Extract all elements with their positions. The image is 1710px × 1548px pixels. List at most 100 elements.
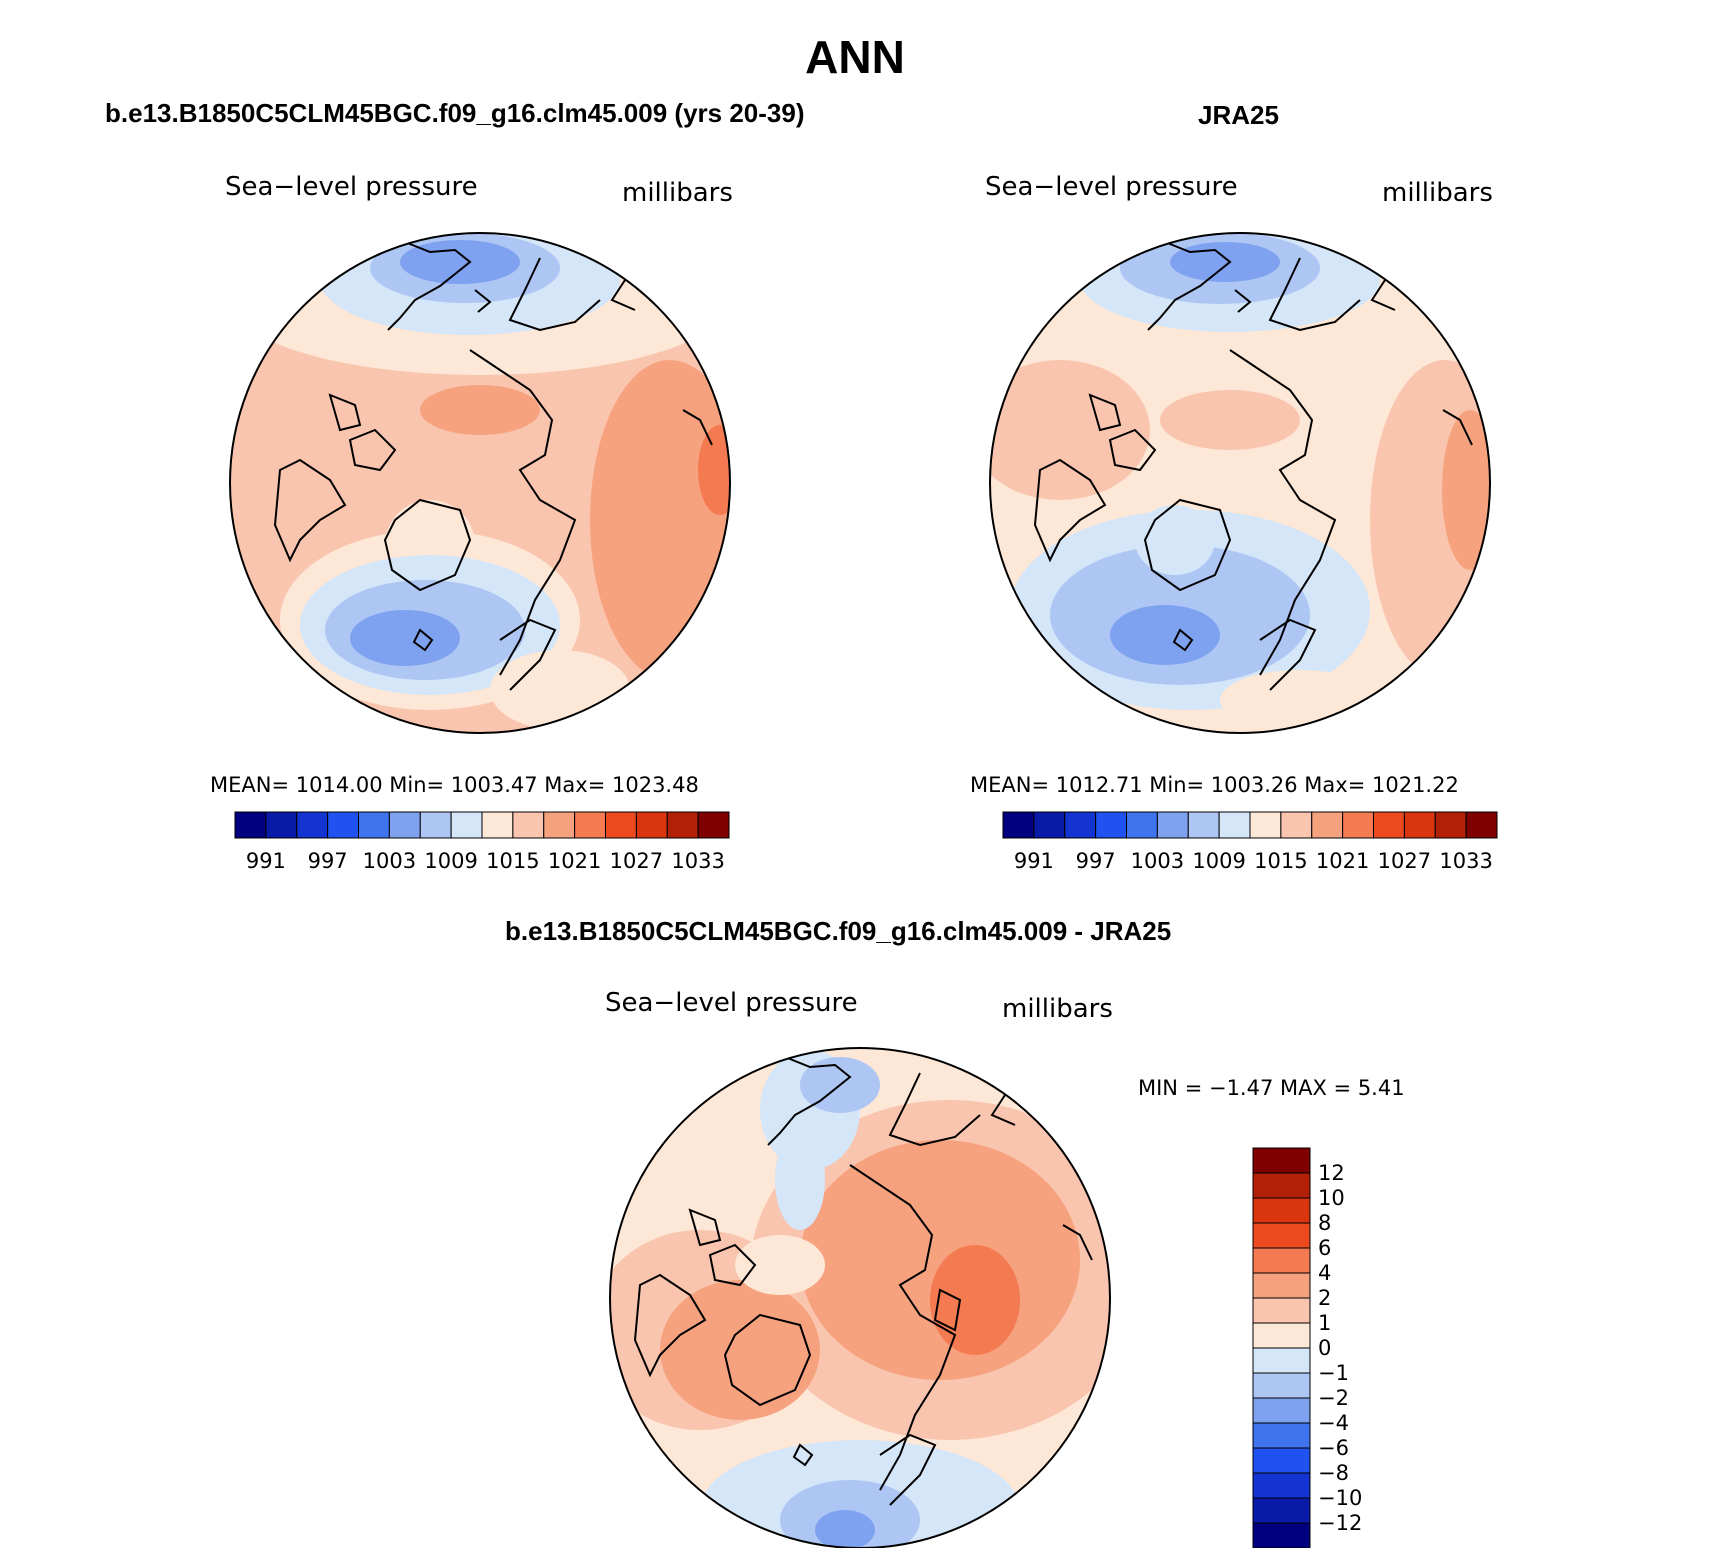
colorbar-swatch: [1002, 811, 1035, 839]
coastline: [273, 458, 347, 563]
map-region: [1160, 390, 1300, 450]
colorbar-swatch: [1095, 811, 1127, 839]
map-boundary: [609, 1047, 1111, 1548]
map-region: [280, 530, 580, 710]
colorbar-tick-label: 4: [1318, 1261, 1331, 1285]
coastline: [708, 1243, 757, 1287]
colorbar-swatch: [1252, 1322, 1311, 1349]
coastlines: [633, 1054, 1093, 1506]
map-region: [400, 240, 520, 284]
map-region: [930, 1245, 1020, 1355]
map-region: [1170, 242, 1280, 282]
map-region: [815, 1510, 875, 1548]
map-region: [698, 425, 730, 515]
colorbar-tick-label: 1027: [1378, 849, 1431, 873]
coastline: [1088, 393, 1122, 432]
colorbar-swatch: [450, 811, 483, 839]
colorbar-swatch: [605, 811, 637, 839]
coastline: [1062, 1224, 1093, 1261]
colorbar-tick-label: 997: [1076, 849, 1116, 873]
map-region: [490, 650, 630, 730]
coastline: [1143, 498, 1232, 592]
colorbar-swatch: [1311, 811, 1344, 839]
map-region: [300, 555, 560, 695]
coastline: [508, 257, 601, 332]
map-region: [990, 360, 1150, 500]
colorbar-tick-label: −8: [1318, 1461, 1349, 1485]
colorbar-swatch: [1187, 811, 1220, 839]
map-region: [370, 233, 560, 303]
map-background: [990, 233, 1490, 733]
panel-right-title: JRA25: [1198, 100, 1279, 130]
colorbar-tick-label: −1: [1318, 1361, 1349, 1385]
colorbar-tick-label: 6: [1318, 1236, 1331, 1260]
figure-title: ANN: [805, 31, 905, 83]
coastline: [688, 1208, 722, 1247]
coastline: [1234, 289, 1252, 313]
colorbar-swatch: [1252, 1222, 1311, 1249]
panel-diff-title: b.e13.B1850C5CLM45BGC.f09_g16.clm45.009 …: [505, 916, 1172, 946]
coastline: [1442, 409, 1473, 446]
colorbar-swatch: [1403, 811, 1436, 839]
coastline: [990, 1094, 1016, 1126]
map-region: [760, 1050, 860, 1170]
coastline: [723, 1313, 812, 1407]
colorbar-swatch: [1252, 1497, 1311, 1524]
coastline: [348, 428, 397, 472]
map-region: [230, 233, 730, 375]
colorbar-swatch: [1252, 1472, 1311, 1499]
colorbar-tick-label: 1003: [363, 849, 416, 873]
colorbar-swatch: [1252, 1272, 1311, 1299]
coastline: [387, 239, 472, 331]
colorbar-swatch: [1064, 811, 1097, 839]
colorbar-swatch: [265, 811, 298, 839]
map-region: [1135, 505, 1215, 575]
colorbar-tick-label: 1: [1318, 1311, 1331, 1335]
map-region: [735, 1235, 825, 1295]
colorbar-swatch: [234, 811, 267, 839]
map-region: [325, 580, 525, 680]
diff-variable-label: Sea−level pressure: [605, 988, 858, 1018]
colorbar-swatch: [1252, 1447, 1311, 1474]
map-region: [420, 385, 540, 435]
coastlines: [273, 239, 713, 691]
map-region: [350, 610, 460, 666]
coastline: [682, 409, 713, 446]
colorbar-swatch: [1252, 1297, 1311, 1324]
colorbar-swatch: [1126, 811, 1158, 839]
colorbar-tick-label: 1003: [1131, 849, 1184, 873]
map-region: [800, 1140, 1080, 1380]
map-region: [1050, 545, 1310, 685]
colorbar-tick-label: −4: [1318, 1411, 1349, 1435]
colorbar-swatch: [666, 811, 699, 839]
left-units-label: millibars: [622, 178, 733, 208]
colorbar-swatch: [1252, 1372, 1311, 1399]
map-region: [800, 1057, 880, 1113]
colorbar-swatch: [1342, 811, 1374, 839]
colorbar-swatch: [574, 811, 606, 839]
colorbar-swatch: [1033, 811, 1066, 839]
colorbar-tick-label: 12: [1318, 1161, 1345, 1185]
map-region: [700, 1440, 1020, 1548]
colorbar-tick-label: −2: [1318, 1386, 1349, 1410]
colorbar-tick-label: 991: [246, 849, 286, 873]
colorbar-tick-label: 1015: [1254, 849, 1307, 873]
left-stats: MEAN= 1014.00 Min= 1003.47 Max= 1023.48: [210, 773, 699, 797]
colorbar-tick-label: 2: [1318, 1286, 1331, 1310]
map-region: [1110, 605, 1220, 665]
coastline: [849, 1164, 957, 1491]
colorbar-tick-label: 1009: [424, 849, 477, 873]
colorbar-swatch: [1252, 1422, 1311, 1449]
coastline: [474, 289, 492, 313]
map-boundary: [229, 232, 731, 734]
coastline: [499, 618, 557, 691]
colorbar-tick-label: −10: [1318, 1486, 1362, 1510]
colorbar-swatch: [1252, 1347, 1311, 1374]
coastline: [1033, 458, 1107, 563]
coastline: [610, 279, 636, 311]
colorbar-tick-label: 1027: [610, 849, 663, 873]
colorbar-tick-label: −12: [1318, 1511, 1362, 1535]
colorbar-tick-label: −6: [1318, 1436, 1349, 1460]
map-region: [750, 1100, 1110, 1440]
coastlines: [1033, 239, 1473, 691]
